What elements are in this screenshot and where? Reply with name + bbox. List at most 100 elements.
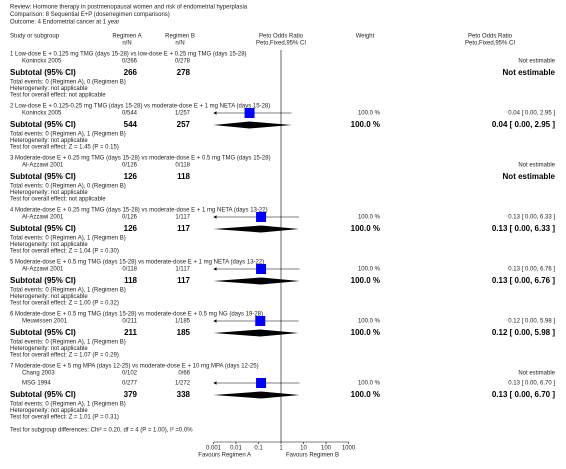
ci-arrow [213, 111, 217, 115]
subtotal-b: 118 [177, 172, 190, 181]
subtotal-estimate: 0.13 [ 0.00, 6.76 ] [492, 276, 555, 285]
subtotal-label: Subtotal (95% CI) [10, 120, 76, 129]
subtotal-a: 126 [124, 172, 138, 181]
total-events: Total events: 0 (Regimen A), 1 (Regimen … [10, 288, 126, 294]
col-a: Regimen A [112, 34, 141, 40]
subtotal-b: 257 [177, 120, 191, 129]
subtotal-label: Subtotal (95% CI) [10, 328, 76, 337]
total-events: Total events: 0 (Regimen A), 1 (Regimen … [10, 236, 126, 242]
subtotal-weight: 100.0 % [351, 120, 380, 129]
x-tick-label: 1000 [342, 446, 356, 452]
x-tick-label: 0.1 [254, 446, 263, 452]
summary-diamond [213, 391, 300, 399]
subtotal-a: 544 [124, 120, 138, 129]
estimate: 0.12 [ 0.00, 5.98 ] [508, 319, 555, 325]
study-name: Al-Azzawi 2001 [22, 163, 64, 169]
weight: 100.0 % [358, 319, 381, 325]
subtotal-weight: 100.0 % [351, 390, 380, 399]
subtotal-estimate: 0.13 [ 0.00, 6.70 ] [492, 390, 555, 399]
col-b: Regimen B [165, 34, 195, 40]
group-title: 2 Low-dose E + 0.125-0.25 mg TMG (days 1… [10, 104, 270, 110]
total-events: Total events: 0 (Regimen A), 1 (Regimen … [10, 340, 126, 346]
ci-arrow [213, 381, 217, 385]
col-study: Study or subgroup [10, 34, 60, 40]
study-name: Al-Azzawi 2001 [22, 215, 64, 221]
regimen-b: 1/117 [175, 215, 190, 221]
col-b-sub: n/N [175, 41, 184, 47]
estimate: 0.13 [ 0.00, 6.76 ] [508, 267, 555, 273]
group-title: 4 Moderate-dose E + 0.25 mg TMG (days 15… [10, 208, 268, 214]
overall-effect: Test for overall effect: not applicable [10, 93, 106, 99]
subtotal-estimate: Not estimable [503, 68, 556, 77]
overall-effect: Test for overall effect: Z = 1.00 (P = 0… [10, 301, 119, 307]
regimen-a: 0/118 [122, 267, 137, 273]
study-name: Meuwissen 2001 [22, 319, 68, 325]
subtotal-b: 117 [177, 224, 190, 233]
total-events: Total events: 0 (Regimen A), 0 (Regimen … [10, 184, 126, 190]
study-name: Al-Azzawi 2001 [22, 267, 64, 273]
estimate: Not estimable [518, 59, 555, 65]
subtotal-b: 338 [177, 390, 191, 399]
overall-effect: Test for overall effect: Z = 1.01 (P = 0… [10, 415, 119, 421]
favours-left: Favours Regimen A [198, 453, 251, 459]
overall-effect: Test for overall effect: Z = 1.07 (P = 0… [10, 353, 119, 359]
ci-arrow [213, 215, 217, 219]
review: Review: Hormone therapy in postmenopausa… [10, 5, 248, 11]
study-square [256, 212, 267, 222]
heterogeneity: Heterogeneity: not applicable [10, 242, 88, 248]
weight: 100.0 % [358, 381, 381, 387]
estimate: 0.13 [ 0.00, 6.33 ] [508, 215, 555, 221]
subtotal-label: Subtotal (95% CI) [10, 390, 76, 399]
col-plot-sub: Peto,Fixed,95% CI [256, 41, 306, 47]
group-title: 6 Moderate-dose E + 0.5 mg TMG (days 15-… [10, 312, 263, 318]
regimen-b: 0/118 [175, 163, 190, 169]
regimen-a: 0/102 [122, 371, 138, 377]
weight: 100.0 % [358, 267, 381, 273]
estimate: 0.04 [ 0.00, 2.95 ] [508, 111, 555, 117]
total-events: Total events: 0 (Regimen A), 1 (Regimen … [10, 132, 126, 138]
subtotal-b: 185 [177, 328, 191, 337]
comparison: Comparison: 8 Sequential E+P (dose/regim… [10, 12, 170, 18]
ci-arrow [213, 319, 217, 323]
subtotal-weight: 100.0 % [351, 276, 380, 285]
regimen-b: 1/117 [175, 267, 190, 273]
weight: 100.0 % [358, 215, 381, 221]
subgroup-test: Test for subgroup differences: Chi² = 0.… [10, 428, 193, 434]
regimen-b: 0/66 [178, 371, 190, 377]
subtotal-label: Subtotal (95% CI) [10, 68, 76, 77]
regimen-a: 0/211 [122, 319, 137, 325]
col-est: Peto Odds Ratio [468, 34, 513, 40]
regimen-a: 0/266 [122, 59, 138, 65]
x-tick-label: 0.01 [230, 446, 242, 452]
study-square [256, 264, 267, 274]
x-tick-label: 10 [300, 446, 307, 452]
overall-effect: Test for overall effect: Z = 1.45 (P = 0… [10, 145, 119, 151]
x-tick-label: 100 [321, 446, 332, 452]
col-a-sub: n/N [122, 41, 131, 47]
study-name: MSG 1994 [22, 381, 51, 387]
heterogeneity: Heterogeneity: not applicable [10, 408, 88, 414]
subtotal-weight: 100.0 % [351, 328, 380, 337]
study-square [244, 108, 255, 118]
summary-diamond [213, 329, 299, 337]
overall-effect: Test for overall effect: not applicable [10, 197, 106, 203]
regimen-b: 1/257 [175, 111, 191, 117]
weight: 100.0 % [358, 111, 381, 117]
subtotal-a: 211 [124, 328, 137, 337]
subtotal-estimate: 0.13 [ 0.00, 6.33 ] [492, 224, 555, 233]
summary-diamond [213, 277, 300, 285]
heterogeneity: Heterogeneity: not applicable [10, 86, 88, 92]
regimen-b: 1/272 [175, 381, 191, 387]
subtotal-a: 379 [124, 390, 138, 399]
total-events: Total events: 0 (Regimen A), 1 (Regimen … [10, 402, 126, 408]
col-est-sub: Peto,Fixed,95% CI [465, 41, 515, 47]
summary-diamond [213, 225, 300, 233]
total-events: Total events: 0 (Regimen A), 0 (Regimen … [10, 80, 126, 86]
subtotal-estimate: Not estimable [503, 172, 556, 181]
study-name: Koninckx 2005 [22, 59, 62, 65]
subtotal-label: Subtotal (95% CI) [10, 276, 76, 285]
x-tick-label: 0.001 [206, 446, 222, 452]
summary-diamond [213, 121, 292, 129]
subtotal-estimate: 0.12 [ 0.00, 5.98 ] [492, 328, 555, 337]
col-weight: Weight [356, 34, 375, 40]
